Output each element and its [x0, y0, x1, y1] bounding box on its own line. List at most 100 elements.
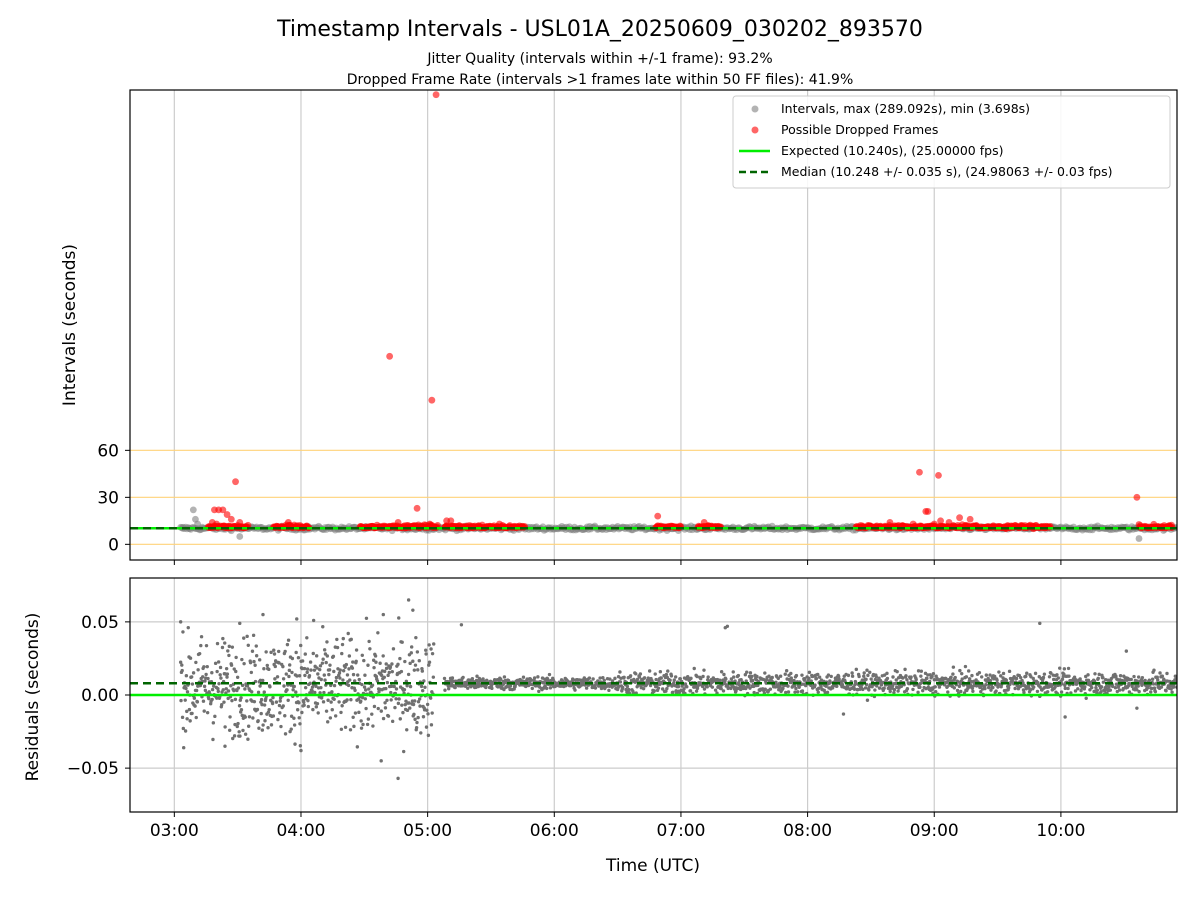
residual-point: [424, 648, 428, 652]
residual-point: [816, 690, 820, 694]
residual-point: [274, 700, 279, 704]
residual-point: [371, 658, 376, 662]
residual-point: [178, 620, 183, 624]
residual-point: [411, 702, 416, 707]
residual-point: [394, 687, 399, 691]
residual-point: [305, 667, 310, 671]
residuals-y-tick-label: 0.00: [81, 686, 119, 706]
residual-point: [846, 673, 851, 678]
residual-point: [702, 687, 707, 691]
residual-point: [1156, 678, 1160, 682]
residual-point: [1155, 675, 1159, 679]
residual-point: [635, 677, 640, 681]
residual-point: [216, 689, 220, 694]
intervals-panel: 0 30 60 Intervals (seconds) Intervals, max…: [60, 89, 1178, 565]
residual-point: [608, 677, 612, 681]
residual-point: [422, 679, 426, 683]
residual-point: [322, 648, 327, 652]
residual-point: [289, 727, 293, 731]
residual-point: [402, 687, 407, 692]
residual-point: [1152, 668, 1156, 672]
residual-point: [1060, 682, 1064, 686]
residual-point: [328, 663, 332, 667]
residual-point: [647, 669, 652, 673]
residual-point: [345, 698, 349, 702]
residual-point: [807, 676, 811, 681]
residual-point: [1062, 672, 1066, 677]
residual-point: [520, 679, 525, 683]
residual-point: [601, 676, 605, 680]
residual-point: [809, 679, 813, 683]
residual-point: [952, 686, 957, 690]
residual-point: [427, 663, 431, 667]
residual-point: [219, 676, 223, 680]
residual-point: [316, 711, 320, 715]
residual-point: [967, 677, 972, 681]
residual-point: [596, 679, 600, 683]
residual-point: [1033, 671, 1038, 676]
residual-point: [363, 673, 367, 677]
residual-point: [416, 668, 420, 672]
residual-point: [988, 673, 992, 677]
residual-point: [359, 719, 363, 723]
residuals-panel: −0.050.000.05 03:00 04:00 05:00 06:00 07:00 0…: [23, 577, 1178, 876]
residual-point: [273, 664, 277, 669]
residual-point: [391, 647, 396, 651]
dropped-point: [945, 519, 953, 526]
residual-point: [868, 670, 872, 675]
residual-point: [916, 669, 921, 673]
residual-point: [335, 645, 340, 650]
residual-point: [242, 636, 246, 640]
residual-point: [305, 670, 309, 675]
residual-point: [188, 719, 192, 723]
residual-point: [587, 676, 592, 680]
residual-point: [181, 726, 186, 731]
residual-point: [269, 723, 274, 727]
residual-point: [638, 672, 643, 676]
residual-point: [865, 698, 870, 702]
residual-point: [930, 674, 934, 679]
residual-point: [770, 675, 774, 680]
residual-point: [1174, 677, 1177, 681]
residual-point: [1147, 678, 1152, 682]
residual-point: [416, 700, 421, 704]
residual-point: [362, 685, 367, 689]
residual-point: [255, 707, 260, 712]
residual-point: [385, 680, 390, 685]
residual-point: [353, 688, 357, 693]
residual-point: [360, 682, 364, 687]
dropped-point: [413, 504, 421, 512]
residual-point: [453, 685, 457, 690]
intervals-marks: [130, 91, 1177, 542]
residual-point: [324, 709, 329, 713]
residual-point: [413, 699, 417, 703]
residual-point: [381, 654, 385, 658]
residual-point: [348, 728, 353, 732]
residual-point: [210, 671, 214, 675]
residual-point: [1078, 677, 1082, 681]
residual-point: [281, 664, 285, 669]
residual-point: [755, 674, 759, 679]
residual-point: [700, 684, 705, 689]
residual-point: [265, 663, 269, 668]
residual-point: [862, 674, 866, 678]
residual-point: [226, 649, 230, 653]
residual-point: [390, 662, 394, 666]
residual-point: [420, 669, 425, 673]
residual-point: [357, 710, 361, 715]
residual-point: [323, 678, 327, 682]
residual-point: [937, 685, 942, 689]
residual-point: [250, 690, 254, 694]
residual-point: [411, 608, 415, 612]
residual-point: [326, 698, 330, 702]
residual-point: [1022, 690, 1026, 695]
residual-point: [223, 725, 227, 729]
residual-point: [784, 690, 788, 695]
residual-point: [692, 666, 696, 671]
residual-point: [971, 689, 975, 693]
residual-point: [245, 634, 249, 639]
residuals-x-tick-label: 06:00: [530, 821, 579, 841]
residual-point: [330, 690, 334, 694]
residual-point: [371, 724, 375, 728]
residual-point: [694, 689, 699, 693]
